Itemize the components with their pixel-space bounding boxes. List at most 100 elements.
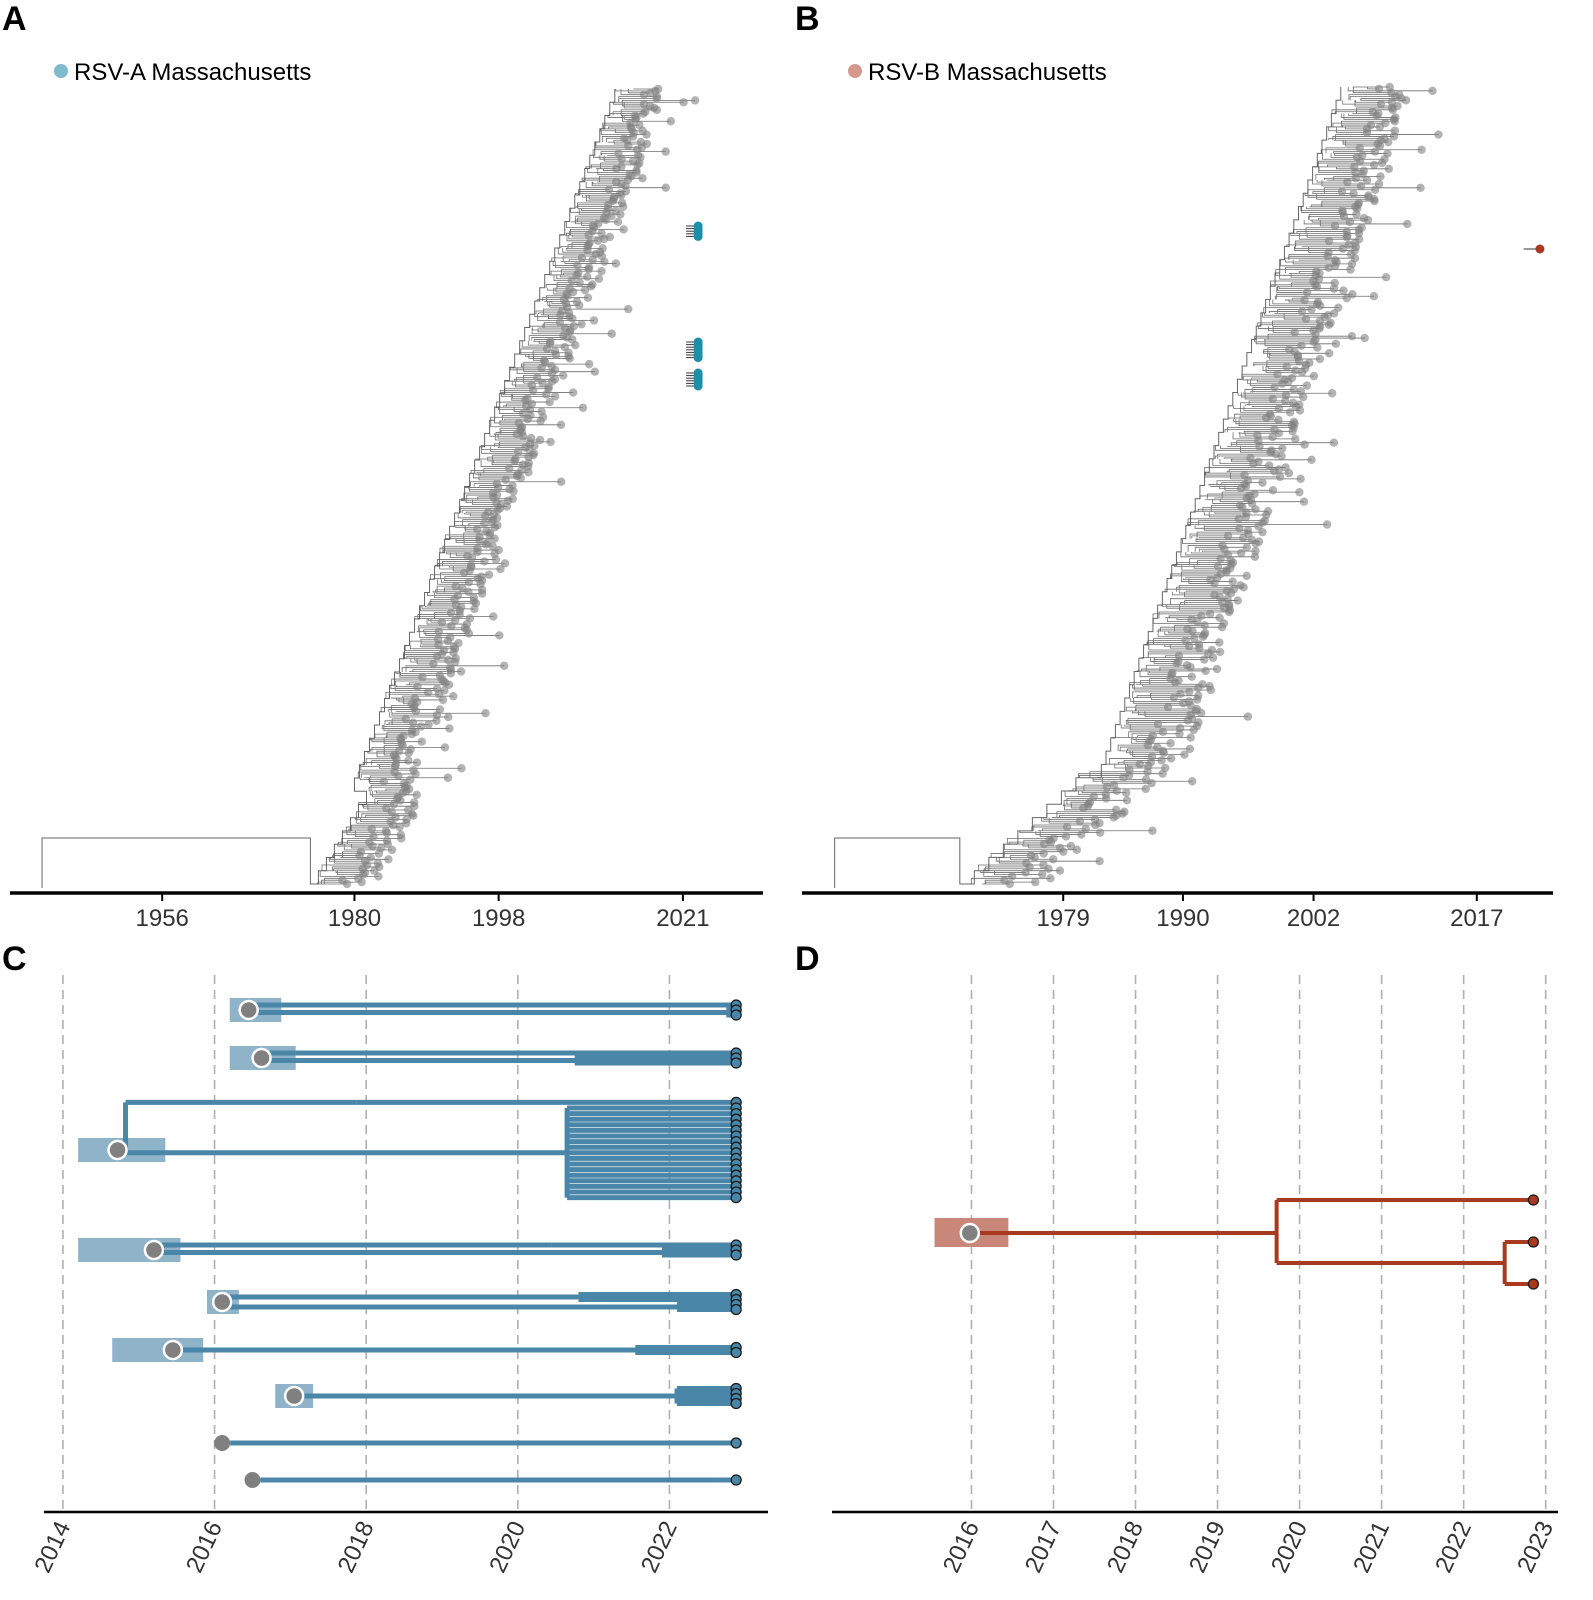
tip-point — [464, 578, 474, 587]
tip-point — [590, 367, 600, 376]
tip-point — [379, 777, 388, 786]
tip-point — [1254, 537, 1264, 546]
tip-point — [1369, 160, 1379, 170]
tip-point — [639, 90, 649, 99]
tree-branches — [317, 88, 696, 885]
tip-point — [1313, 297, 1323, 307]
tip-point — [1148, 826, 1157, 835]
tip-point — [416, 722, 426, 731]
x-axis-a: 1956 1980 1998 2021 — [10, 891, 763, 932]
tip-point — [1153, 742, 1162, 752]
tip-point — [480, 519, 489, 528]
tip-point — [1305, 358, 1314, 368]
panel-label-c: C — [2, 940, 27, 978]
tip-point — [1153, 720, 1163, 729]
tip-point — [1174, 651, 1184, 660]
tree-d-clades — [934, 1194, 1540, 1290]
tip-point — [638, 173, 647, 183]
panel-label-b: B — [795, 0, 820, 38]
tip-point — [453, 591, 463, 600]
tip-point — [1141, 775, 1151, 784]
tip-point — [1200, 621, 1209, 630]
tip-point — [1141, 784, 1150, 794]
tip-point — [399, 731, 408, 741]
tip-point — [604, 185, 614, 194]
tip-point — [1066, 841, 1076, 851]
tip-point — [1403, 219, 1412, 229]
tip-point — [1089, 792, 1098, 801]
tip-point — [1275, 472, 1285, 482]
tip-point — [624, 304, 633, 314]
tip-point — [477, 572, 486, 581]
tip-point — [406, 775, 415, 784]
tip-point — [1338, 206, 1347, 215]
tip-point — [1075, 817, 1085, 826]
tip-point — [384, 855, 393, 864]
tip-point — [458, 583, 467, 593]
tip-point — [433, 635, 443, 644]
tip-point — [1190, 634, 1199, 643]
tip-point — [1369, 292, 1379, 301]
tip-point — [409, 798, 419, 807]
tip-point — [537, 407, 546, 416]
tip-point — [1364, 191, 1373, 200]
tip-point — [1026, 851, 1036, 860]
tip-point — [446, 608, 456, 617]
tick-label: 2014 — [29, 1517, 76, 1577]
tip-point — [511, 454, 520, 464]
tip-point — [1297, 307, 1307, 316]
tip-point — [1324, 349, 1334, 358]
tip-point — [1038, 870, 1047, 879]
tip-point — [395, 822, 404, 832]
tip-point — [1263, 506, 1273, 516]
tick-label: 2020 — [484, 1517, 531, 1577]
tip-point — [1039, 860, 1048, 870]
tip-point — [1267, 446, 1276, 455]
tip-point — [597, 266, 606, 276]
tip-point — [661, 147, 670, 156]
tip-point — [584, 263, 594, 272]
tip-point — [1148, 731, 1157, 740]
tip-point — [492, 479, 502, 488]
tip-point — [1166, 754, 1176, 763]
tip-point — [1061, 832, 1071, 841]
tip-point — [628, 156, 638, 166]
tick-label: 1990 — [1156, 905, 1209, 932]
tip-point — [666, 117, 676, 126]
tip-point — [1342, 227, 1351, 236]
tip-point — [1265, 409, 1275, 419]
mrca-node — [244, 1472, 261, 1488]
tip-point — [445, 663, 455, 672]
tip-point — [449, 691, 458, 701]
tip-point — [396, 830, 406, 839]
tip-point — [377, 843, 386, 853]
tip-point — [1161, 763, 1170, 773]
tip-point — [424, 720, 433, 729]
tip-point — [1291, 434, 1300, 444]
tip-point — [513, 447, 523, 456]
tip-point — [1176, 689, 1185, 698]
tip-point — [1383, 149, 1392, 158]
tip-point — [1194, 718, 1203, 727]
tip-point — [1210, 590, 1219, 600]
tip-point — [1180, 750, 1189, 759]
tip-point — [533, 373, 542, 382]
tip-point — [1109, 780, 1119, 790]
tip-point — [1347, 331, 1357, 341]
tip-point — [1390, 126, 1400, 135]
tick-label: 2022 — [1430, 1517, 1477, 1577]
sampled-tip — [730, 1249, 742, 1261]
tip-point — [1289, 417, 1299, 426]
tip-point — [382, 836, 392, 845]
tip-point — [406, 745, 415, 754]
tip-point — [514, 418, 524, 428]
tip-point — [1324, 236, 1334, 246]
tip-point — [1157, 756, 1166, 765]
tip-point — [1039, 849, 1048, 858]
sampled-tip — [730, 1397, 742, 1410]
tip-point — [1287, 373, 1297, 383]
tip-point — [404, 756, 413, 765]
tip-point — [369, 832, 378, 841]
tip-point — [1216, 554, 1225, 563]
tip-point — [410, 693, 419, 703]
